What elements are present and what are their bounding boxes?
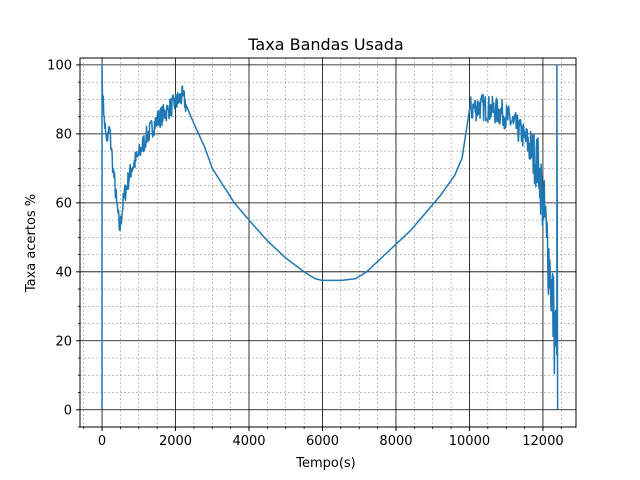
x-tick-label: 0 [98, 434, 106, 449]
chart-title: Taxa Bandas Usada [247, 35, 403, 54]
y-tick-label: 40 [55, 265, 72, 280]
y-tick-label: 20 [55, 334, 72, 349]
x-axis-title: Tempo(s) [295, 456, 356, 471]
y-tick-label: 0 [64, 403, 72, 418]
tick-labels: 0 2000 4000 6000 8000 10000 12000 0 20 40 60 80 100 [47, 58, 563, 449]
y-tick-label: 80 [55, 127, 72, 142]
x-tick-label: 8000 [379, 434, 412, 449]
ticks [76, 64, 562, 431]
x-tick-label: 12000 [522, 434, 563, 449]
series-layer [101, 64, 559, 410]
x-tick-label: 10000 [449, 434, 490, 449]
x-tick-label: 2000 [159, 434, 192, 449]
y-tick-label: 60 [55, 196, 72, 211]
y-axis-title: Taxa acertos % [24, 194, 39, 293]
plot-frame [79, 57, 577, 428]
x-tick-label: 6000 [306, 434, 339, 449]
x-tick-label: 4000 [232, 434, 265, 449]
y-tick-label: 100 [47, 58, 72, 73]
series-line [101, 64, 559, 410]
